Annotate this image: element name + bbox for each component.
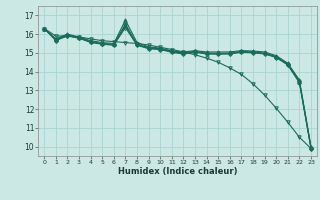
X-axis label: Humidex (Indice chaleur): Humidex (Indice chaleur) [118, 167, 237, 176]
